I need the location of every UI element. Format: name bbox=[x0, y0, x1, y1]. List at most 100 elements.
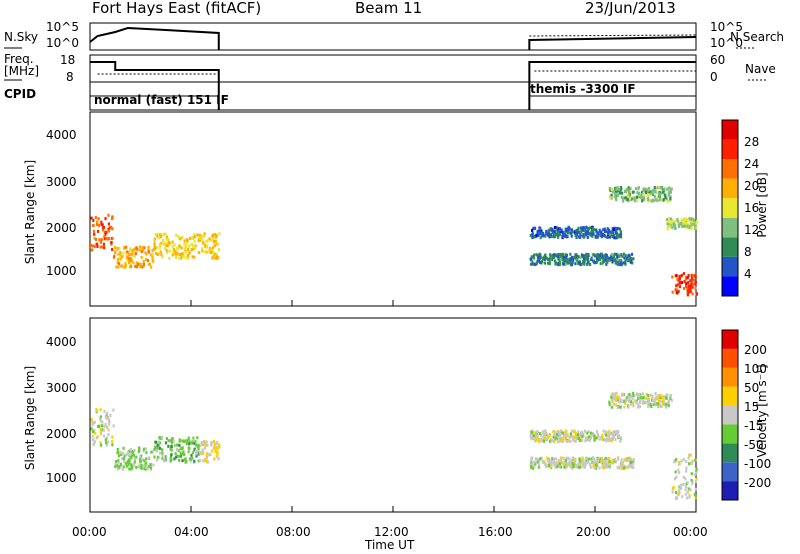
power-echo-cell bbox=[561, 257, 564, 261]
power-echo-cell bbox=[535, 261, 539, 265]
velocity-echo-cell bbox=[629, 457, 633, 461]
power-echo-cell bbox=[214, 256, 217, 260]
velocity-echo-cell bbox=[665, 393, 668, 397]
power-echo-cell bbox=[669, 196, 672, 200]
velocity-echo-cell bbox=[163, 459, 166, 463]
power-echo-cell bbox=[156, 234, 159, 238]
velocity-echo-cell bbox=[613, 459, 616, 463]
velocity-echo-cell bbox=[625, 396, 628, 400]
velocity-echo-cell bbox=[623, 405, 626, 409]
power-echo-cell bbox=[580, 226, 583, 230]
velocity-echo-cell bbox=[210, 449, 214, 453]
velocity-echo-cell bbox=[603, 463, 606, 467]
velocity-echo-cell bbox=[205, 460, 208, 464]
velocity-echo-cell bbox=[564, 466, 567, 470]
power-echo-cell bbox=[532, 256, 535, 260]
power-echo-cell bbox=[103, 231, 106, 235]
power-echo-cell bbox=[618, 254, 621, 258]
velocity-echo-cell bbox=[674, 470, 677, 474]
power-echo-cell bbox=[571, 255, 574, 259]
power-echo-cell bbox=[688, 287, 692, 291]
velocity-echo-cell bbox=[190, 459, 193, 463]
velocity-echo-cell bbox=[114, 465, 117, 469]
velocity-echo-cell bbox=[687, 487, 690, 491]
velocity-echo-cell bbox=[119, 462, 123, 466]
power-echo-cell bbox=[663, 187, 666, 191]
power-echo-cell bbox=[161, 255, 164, 259]
power-echo-cell bbox=[625, 189, 628, 193]
power-echo-cell bbox=[166, 243, 170, 247]
power-echo-cell bbox=[557, 257, 560, 261]
power-echo-cell bbox=[635, 195, 638, 199]
power-echo-cell bbox=[623, 196, 627, 200]
power-echo-cell bbox=[667, 193, 671, 197]
power-echo-cell bbox=[94, 237, 97, 241]
velocity-echo-cell bbox=[694, 458, 697, 462]
power-echo-cell bbox=[575, 261, 579, 265]
power-echo-cell bbox=[688, 219, 692, 223]
power-echo-cell bbox=[573, 231, 577, 235]
power-echo-cell bbox=[584, 257, 588, 261]
velocity-echo-cell bbox=[664, 403, 668, 407]
velocity-echo-cell bbox=[581, 438, 584, 442]
velocity-echo-cell bbox=[636, 405, 640, 409]
velocity-echo-cell bbox=[91, 420, 94, 424]
power-echo-cell bbox=[679, 222, 682, 226]
velocity-echo-cell bbox=[165, 437, 168, 441]
velocity-echo-cell bbox=[204, 443, 207, 447]
power-echo-cell bbox=[208, 247, 212, 251]
power-echo-cell bbox=[546, 261, 550, 265]
power-echo-cell bbox=[163, 246, 167, 250]
power-echo-cell bbox=[675, 274, 678, 278]
power-echo-cell bbox=[562, 255, 566, 259]
velocity-echo-cell bbox=[632, 394, 635, 398]
power-echo-cell bbox=[539, 236, 542, 240]
power-echo-cell bbox=[205, 239, 208, 243]
power-echo-cell bbox=[553, 259, 557, 263]
power-echo-cell bbox=[677, 223, 680, 227]
power-echo-cell bbox=[139, 248, 142, 252]
power-echo-cell bbox=[548, 235, 551, 239]
velocity-echo-cell bbox=[628, 399, 631, 403]
power-echo-cell bbox=[133, 248, 136, 252]
power-echo-cell bbox=[165, 237, 168, 241]
power-echo-cell bbox=[610, 196, 613, 200]
power-echo-cell bbox=[604, 229, 607, 233]
velocity-echo-cell bbox=[185, 442, 188, 446]
power-echo-cell bbox=[165, 235, 169, 239]
power-echo-cell bbox=[600, 235, 604, 239]
velocity-echo-cell bbox=[680, 486, 683, 490]
velocity-echo-cell bbox=[198, 459, 202, 463]
velocity-echo-cell bbox=[106, 416, 110, 420]
power-echo-cell bbox=[152, 259, 155, 263]
power-echo-cell bbox=[581, 228, 584, 232]
vel-ytick-2000: 2000 bbox=[46, 427, 77, 441]
velocity-echo-cell bbox=[568, 435, 571, 439]
velocity-echo-cell bbox=[695, 471, 698, 475]
velocity-echo-cell bbox=[542, 439, 546, 443]
power-echo-cell bbox=[99, 245, 102, 249]
velocity-echo-cell bbox=[627, 397, 630, 401]
velocity-echo-cell bbox=[687, 462, 691, 466]
velocity-echo-cell bbox=[176, 454, 179, 458]
power-echo-cell bbox=[173, 243, 176, 247]
velocity-echo-cell bbox=[167, 439, 170, 443]
power-echo-cell bbox=[561, 253, 564, 257]
power-echo-cell bbox=[606, 260, 609, 264]
power-echo-cell bbox=[592, 253, 595, 257]
velocity-echo-cell bbox=[105, 443, 109, 447]
power-echo-cell bbox=[91, 248, 94, 252]
power-echo-cell bbox=[668, 216, 671, 220]
power-echo-cell bbox=[94, 216, 97, 220]
velocity-echo-cell bbox=[632, 401, 635, 405]
velocity-echo-cell bbox=[552, 430, 555, 434]
power-echo-cell bbox=[678, 277, 681, 281]
velocity-echo-cell bbox=[586, 460, 590, 464]
power-echo-cell bbox=[620, 195, 623, 199]
velocity-echo-cell bbox=[654, 391, 657, 395]
velocity-echo-cell bbox=[680, 459, 683, 463]
power-echo-cell bbox=[629, 196, 632, 200]
power-echo-cell bbox=[144, 251, 147, 255]
power-echo-cell bbox=[531, 233, 534, 237]
power-echo-cell bbox=[551, 228, 554, 232]
